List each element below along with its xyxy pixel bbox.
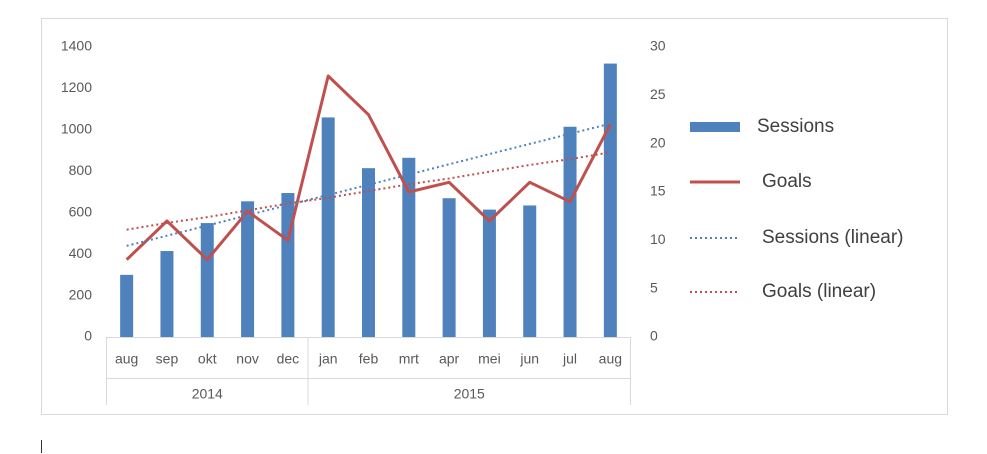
bar: [402, 157, 416, 337]
legend-label: Goals: [762, 171, 812, 192]
y2-tick-label: 15: [650, 183, 666, 199]
x-tick-label: apr: [439, 351, 460, 367]
x-tick-label: mrt: [399, 351, 419, 367]
y2-tick-label: 25: [650, 86, 666, 102]
y2-tick-label: 20: [650, 134, 666, 150]
bar: [523, 205, 537, 337]
y-tick-label: 1400: [61, 38, 92, 54]
y2-tick-label: 5: [650, 279, 658, 295]
bar: [362, 168, 375, 337]
x-tick-label: mei: [478, 351, 501, 367]
bar: [563, 126, 577, 337]
x-tick-label: jan: [318, 351, 338, 367]
y-tick-label: 0: [84, 328, 92, 344]
legend-swatch: [690, 122, 740, 132]
y-tick-label: 400: [69, 245, 93, 261]
x-tick-label: nov: [236, 351, 259, 367]
y2-tick-label: 10: [650, 231, 666, 247]
x-tick-label: jun: [519, 351, 539, 367]
trend-line: [126, 122, 611, 247]
bar: [281, 193, 295, 337]
y-tick-label: 200: [69, 286, 93, 302]
y-tick-label: 1000: [61, 121, 92, 137]
trend-line: [126, 151, 611, 231]
line: [125, 74, 612, 262]
x-tick-label: feb: [359, 351, 379, 367]
legend-label: Goals (linear): [762, 281, 876, 302]
bar: [120, 274, 134, 337]
bar: [160, 251, 174, 337]
y2-tick-label: 30: [650, 38, 666, 54]
bar: [321, 117, 335, 337]
bar: [603, 63, 617, 337]
y-tick-label: 800: [69, 162, 93, 178]
x-tick-label: aug: [599, 351, 622, 367]
y-tick-label: 600: [69, 203, 93, 219]
x-tick-label: dec: [277, 351, 300, 367]
bar: [442, 198, 456, 337]
group-label: 2015: [454, 386, 485, 402]
legend-label: Sessions (linear): [762, 227, 904, 248]
x-tick-label: aug: [115, 351, 138, 367]
x-tick-label: sep: [156, 351, 179, 367]
legend-label: Sessions: [757, 116, 834, 137]
x-tick-label: okt: [198, 351, 217, 367]
group-label: 2014: [192, 386, 223, 402]
y-tick-label: 1200: [61, 79, 92, 95]
bar: [200, 223, 214, 337]
y2-tick-label: 0: [650, 328, 658, 344]
x-tick-label: jul: [562, 351, 577, 367]
bar: [241, 201, 255, 337]
bar: [482, 209, 496, 337]
